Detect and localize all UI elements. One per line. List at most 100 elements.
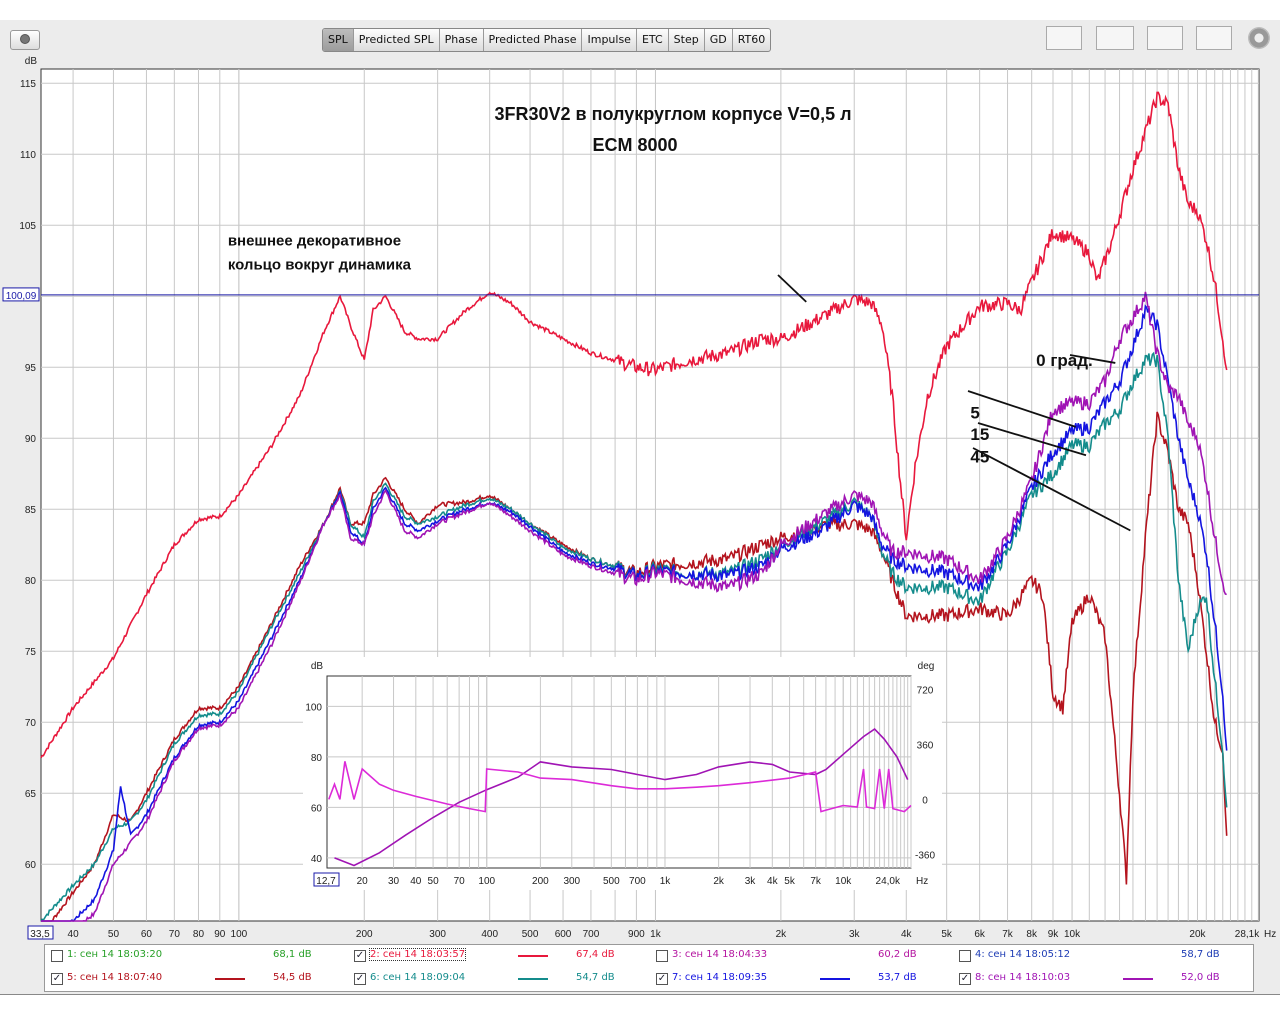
y-tick-label: 95	[25, 363, 37, 374]
x-tick-label: 300	[429, 929, 446, 940]
x-tick-label: 4k	[901, 929, 913, 940]
tab-phase[interactable]: Phase	[440, 29, 484, 51]
legend-checkbox[interactable]	[51, 950, 63, 962]
legend-item[interactable]: ✓ 8: сен 14 18:10:03 52,0 dB	[953, 972, 1253, 988]
annotation-arrow	[777, 274, 807, 303]
x-tick-label: 600	[555, 929, 572, 940]
inset-x-tick: 40	[410, 876, 422, 887]
x-tick-label: 200	[356, 929, 373, 940]
legend-value: 53,7 dB	[878, 972, 917, 983]
capture-icon[interactable]	[1096, 26, 1134, 50]
x-tick-label: 9k	[1048, 929, 1060, 940]
x-tick-label: 700	[583, 929, 600, 940]
inset-x-min-label: 12,7	[316, 876, 336, 887]
legend-checkbox[interactable]: ✓	[959, 973, 971, 985]
annotation-arrow	[977, 422, 1087, 457]
legend-checkbox[interactable]: ✓	[354, 973, 366, 985]
y-tick-label: 70	[25, 718, 37, 729]
legend-swatch	[1123, 978, 1153, 980]
series-line	[40, 91, 1228, 759]
legend-checkbox[interactable]	[656, 950, 668, 962]
x-tick-label: 8k	[1026, 929, 1038, 940]
annotation-arrow	[972, 447, 1131, 532]
inset-x-tick: 500	[603, 876, 620, 887]
gear-icon[interactable]	[1248, 27, 1270, 49]
legend-value: 54,7 dB	[576, 972, 615, 983]
inset-x-tick: 10k	[835, 876, 852, 887]
annotation-arrow	[1069, 354, 1116, 364]
tab-predicted-spl[interactable]: Predicted SPL	[354, 29, 440, 51]
legend-checkbox[interactable]: ✓	[354, 950, 366, 962]
inset-x-tick: 700	[629, 876, 646, 887]
tab-impulse[interactable]: Impulse	[582, 29, 637, 51]
legend-item[interactable]: 1: сен 14 18:03:20 68,1 dB	[45, 949, 345, 965]
fit-icon[interactable]	[1196, 26, 1232, 50]
tab-etc[interactable]: ETC	[637, 29, 669, 51]
y-tick-label: 75	[25, 647, 37, 658]
inset-x-tick: 7k	[810, 876, 822, 887]
legend-item[interactable]: 4: сен 14 18:05:12 58,7 dB	[953, 949, 1253, 965]
x-tick-label: 40	[68, 929, 80, 940]
y-tick-label: 115	[20, 79, 36, 90]
legend-label: 7: сен 14 18:09:35	[672, 972, 768, 983]
x-tick-label: 5k	[941, 929, 953, 940]
chart-title: 3FR30V2 в полукруглом корпусе V=0,5 л	[494, 104, 851, 124]
legend-checkbox[interactable]	[959, 950, 971, 962]
camera-icon[interactable]	[10, 30, 40, 50]
legend-value: 68,1 dB	[273, 949, 312, 960]
chart-annotation: кольцо вокруг динамика	[228, 257, 412, 274]
inset-y2-tick: 720	[917, 686, 934, 697]
y-tick-label: 65	[25, 789, 37, 800]
x-tick-label: 6k	[974, 929, 986, 940]
inset-y-label: dB	[311, 661, 324, 672]
legend-checkbox[interactable]: ✓	[656, 973, 668, 985]
chart-annotation: 45	[970, 448, 989, 467]
legend-swatch	[518, 978, 548, 980]
y-tick-label: 110	[20, 150, 36, 161]
annotation-arrow	[967, 390, 1076, 428]
inset-x-tick: 100	[478, 876, 495, 887]
cursor-label: 100,09	[6, 291, 37, 302]
inset-x-tick: 300	[563, 876, 580, 887]
inset-x-tick: 30	[388, 876, 400, 887]
tab-rt60[interactable]: RT60	[737, 33, 766, 46]
x-tick-label: 100	[231, 929, 248, 940]
legend-checkbox[interactable]: ✓	[51, 973, 63, 985]
columns-icon[interactable]	[1147, 26, 1183, 50]
tab-step[interactable]: Step	[669, 29, 705, 51]
cursor-box	[2, 287, 40, 302]
inset-x-tick: 70	[454, 876, 466, 887]
legend-item[interactable]: 3: сен 14 18:04:33 60,2 dB	[650, 949, 950, 965]
legend-label: 1: сен 14 18:03:20	[67, 949, 163, 960]
inset-y-tick: 40	[311, 854, 323, 865]
legend-item[interactable]: ✓ 2: сен 14 18:03:57 67,4 dB	[348, 948, 648, 965]
tab-predicted-phase[interactable]: Predicted Phase	[484, 29, 583, 51]
legend-row-1: 1: сен 14 18:03:20 68,1 dB ✓ 2: сен 14 1…	[45, 945, 1253, 968]
inset-x-tick: 4k	[767, 876, 779, 887]
legend-label: 5: сен 14 18:07:40	[67, 972, 163, 983]
legend-item[interactable]: ✓ 6: сен 14 18:09:04 54,7 dB	[348, 972, 648, 988]
overlay-icon[interactable]	[1046, 26, 1082, 50]
inset-x-tick: 20	[357, 876, 369, 887]
inset-x-tick: 5k	[784, 876, 796, 887]
legend-swatch	[518, 955, 548, 957]
legend-label: 4: сен 14 18:05:12	[975, 949, 1071, 960]
x-tick-label: 20k	[1189, 929, 1206, 940]
x-tick-label: 90	[214, 929, 226, 940]
tab-spl[interactable]: SPL	[323, 29, 354, 51]
inset-y-tick: 100	[305, 702, 322, 713]
inset-y2-tick: 0	[922, 795, 928, 806]
inset-x-tick: 2k	[713, 876, 725, 887]
inset-x-tick: 50	[428, 876, 440, 887]
legend-item[interactable]: ✓ 7: сен 14 18:09:35 53,7 dB	[650, 972, 950, 988]
series-line	[41, 291, 1227, 922]
inset-x-tick: 3k	[745, 876, 757, 887]
legend-row-2: ✓ 5: сен 14 18:07:40 54,5 dB ✓ 6: сен 14…	[45, 968, 1253, 991]
inset-plot-area	[326, 675, 912, 869]
legend-item[interactable]: ✓ 5: сен 14 18:07:40 54,5 dB	[45, 972, 345, 988]
series-line	[41, 304, 1228, 922]
chart-subtitle: ECM 8000	[592, 135, 677, 155]
status-bar	[0, 994, 1280, 1025]
tab-gd[interactable]: GD	[705, 29, 733, 51]
